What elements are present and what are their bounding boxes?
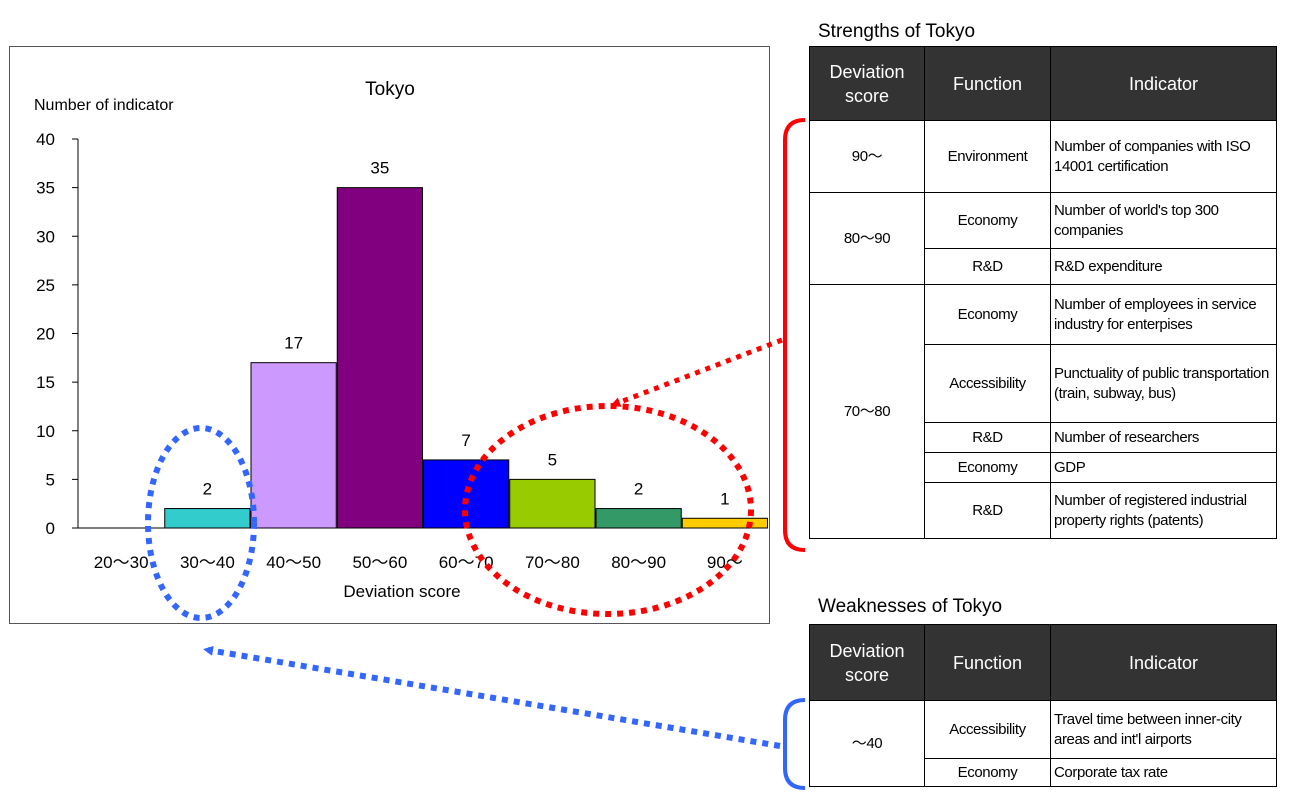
header-function: Function — [924, 46, 1051, 121]
function-cell: R&D — [924, 248, 1051, 285]
x-tick-label: 90～ — [707, 553, 743, 572]
x-tick-label: 60～70 — [439, 553, 494, 572]
x-tick-label: 30～40 — [180, 553, 235, 572]
function-cell: Economy — [924, 192, 1051, 249]
indicator-cell: Number of researchers — [1050, 422, 1277, 453]
x-tick-label: 20～30 — [94, 553, 149, 572]
table-row: R&D Number of researchers — [810, 422, 1277, 453]
bar-4 — [336, 187, 423, 529]
weaknesses-body: ～40 Accessibility Travel time between inne… — [809, 700, 1277, 787]
indicator-cell: R&D expenditure — [1050, 248, 1277, 285]
indicator-cell: Travel time between inner-city areas and… — [1050, 700, 1277, 759]
weaknesses-arrow — [203, 645, 781, 749]
table-row: 90～ Environment Number of companies with I… — [809, 120, 1277, 193]
function-cell: Accessibility — [924, 344, 1051, 423]
weaknesses-table: Deviation score Function Indicator ～40 Ac… — [809, 624, 1277, 787]
function-cell: R&D — [924, 482, 1051, 539]
table-row: R&D Number of registered industrial prope… — [810, 482, 1277, 539]
chart-bars: 2 17 35 7 5 2 1 — [164, 159, 768, 529]
table-row: ～40 Accessibility Travel time between inne… — [809, 700, 1277, 787]
bar-7 — [595, 508, 682, 529]
chart-title: Tokyo — [365, 79, 415, 100]
indicator-cell: Corporate tax rate — [1050, 758, 1277, 787]
bar-5 — [423, 459, 510, 529]
y-tick-label: 25 — [36, 276, 55, 295]
indicator-cell: GDP — [1050, 452, 1277, 483]
header-indicator: Indicator — [1050, 624, 1277, 701]
deviation-score-cell: ～40 — [809, 700, 925, 787]
y-axis-label: Number of indicator — [34, 97, 174, 114]
strengths-table: Deviation score Function Indicator 90～ En… — [809, 46, 1277, 539]
indicator-cell: Number of companies with ISO 14001 certi… — [1050, 120, 1277, 193]
header-deviation-score: Deviation score — [809, 624, 925, 701]
y-tick-label: 5 — [46, 470, 55, 489]
table-row: Accessibility Punctuality of public trans… — [810, 344, 1277, 423]
data-label: 17 — [284, 334, 303, 353]
weaknesses-title: Weaknesses of Tokyo — [818, 596, 1003, 617]
deviation-score-cell: 70～80 — [809, 284, 925, 539]
strengths-title: Strengths of Tokyo — [818, 21, 976, 42]
indicator-cell: Number of world's top 300 companies — [1050, 192, 1277, 249]
y-tick-label: 15 — [36, 373, 55, 392]
indicator-cell: Number of registered industrial property… — [1050, 482, 1277, 539]
bar-2 — [164, 508, 251, 529]
bar-3 — [250, 362, 337, 529]
function-cell: Economy — [924, 284, 1051, 345]
table-row: Economy Corporate tax rate — [810, 758, 1277, 787]
data-label: 7 — [461, 431, 470, 450]
header-deviation-score: Deviation score — [809, 46, 925, 121]
y-tick-label: 10 — [36, 422, 55, 441]
table-row: 80～90 Economy Number of world's top 300 co… — [809, 192, 1277, 285]
function-cell: Economy — [924, 452, 1051, 483]
deviation-score-cell: 80～90 — [809, 192, 925, 285]
function-cell: Accessibility — [924, 700, 1051, 759]
function-cell: Environment — [924, 120, 1051, 193]
bar-8 — [681, 517, 768, 529]
x-tick-label: 40～50 — [266, 553, 321, 572]
weaknesses-bracket — [783, 698, 806, 790]
indicator-cell: Punctuality of public transportation (tr… — [1050, 344, 1277, 423]
y-tick-label: 0 — [46, 519, 55, 538]
x-tick-label: 80～90 — [611, 553, 666, 572]
deviation-score-cell: 90～ — [809, 120, 925, 193]
header-indicator: Indicator — [1050, 46, 1277, 121]
y-tick-label: 20 — [36, 325, 55, 344]
header-function: Function — [924, 624, 1051, 701]
bar-6 — [509, 478, 596, 529]
histogram-chart: Tokyo Number of indicator Deviation scor… — [34, 79, 768, 601]
table-row: Economy GDP — [810, 452, 1277, 483]
x-tick-label: 70～80 — [525, 553, 580, 572]
function-cell: R&D — [924, 422, 1051, 453]
indicator-cell: Number of employees in service industry … — [1050, 284, 1277, 345]
y-tick-label: 40 — [36, 130, 55, 149]
y-tick-label: 35 — [36, 179, 55, 198]
data-label: 2 — [634, 480, 643, 499]
strengths-body: 90～ Environment Number of companies with I… — [809, 120, 1277, 539]
chart-frame: Tokyo Number of indicator Deviation scor… — [9, 46, 770, 624]
table-row: R&D R&D expenditure — [810, 248, 1277, 285]
function-cell: Economy — [924, 758, 1051, 787]
data-label: 2 — [203, 480, 212, 499]
data-label: 5 — [548, 450, 557, 469]
y-tick-label: 30 — [36, 227, 55, 246]
table-row: 70～80 Economy Number of employees in servi… — [809, 284, 1277, 539]
data-label: 35 — [370, 159, 389, 178]
strengths-bracket — [783, 118, 806, 552]
x-tick-label: 50～60 — [352, 553, 407, 572]
x-axis-label: Deviation score — [343, 582, 460, 601]
data-label: 1 — [720, 489, 729, 508]
